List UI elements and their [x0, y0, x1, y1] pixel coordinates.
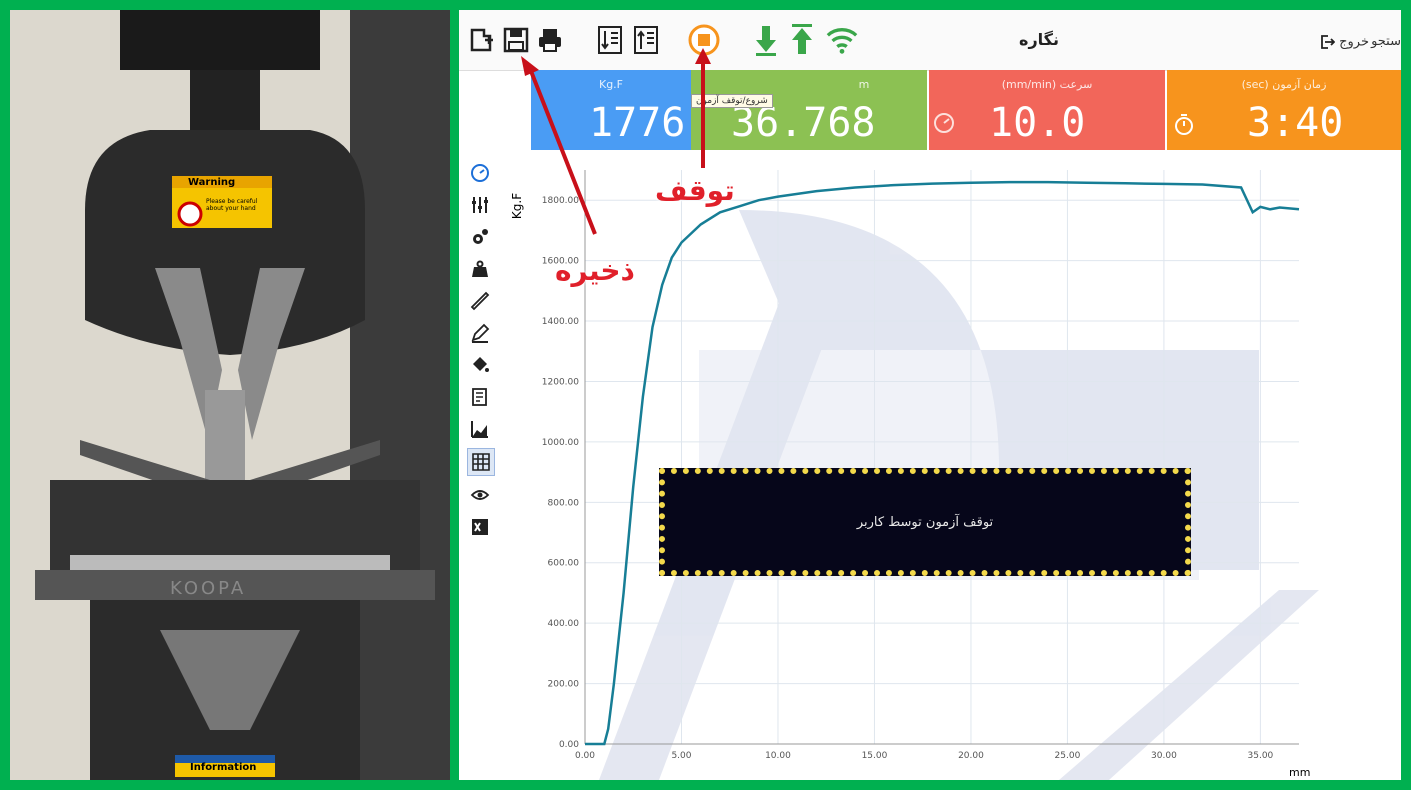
- sort-up-button[interactable]: [629, 20, 663, 60]
- info-label: Information: [190, 762, 257, 773]
- x-tick-label: 30.00: [1151, 751, 1177, 761]
- x-tick-label: 20.00: [958, 751, 984, 761]
- force-tile: Kg.F 1776: [531, 70, 691, 150]
- gears-icon: [473, 229, 488, 244]
- move-up-button[interactable]: [785, 20, 819, 60]
- area-chart-icon: [471, 421, 488, 438]
- paint-bucket-icon: [473, 357, 489, 372]
- start-stop-tooltip: شروع/توقف آزمون: [691, 94, 773, 108]
- speed-label: (mm/min) سرعت: [1001, 78, 1093, 91]
- search-button[interactable]: ستجو: [1371, 34, 1401, 49]
- y-tick-label: 1000.00: [542, 438, 579, 448]
- exit-label: خروج: [1339, 34, 1369, 50]
- sidebar-item-length-unit[interactable]: [467, 288, 493, 314]
- status-message: توقف آزمون توسط کاربر: [856, 514, 994, 530]
- stopwatch-icon: [1175, 114, 1193, 135]
- pen-icon: [471, 323, 490, 343]
- ruler-icon: [470, 291, 490, 311]
- sidebar-item-pen[interactable]: [467, 320, 493, 346]
- x-axis-label: mm: [1289, 766, 1310, 779]
- y-tick-label: 1600.00: [542, 257, 579, 267]
- x-tick-label: 25.00: [1055, 751, 1081, 761]
- time-label: (sec) زمان آزمون: [1241, 78, 1327, 91]
- sidebar-item-area-chart[interactable]: [467, 416, 493, 442]
- sidebar-item-grid[interactable]: [467, 448, 495, 476]
- speedometer-icon: [934, 113, 954, 133]
- y-tick-label: 200.00: [548, 680, 580, 690]
- force-label: Kg.F: [598, 78, 624, 91]
- y-tick-label: 400.00: [548, 619, 580, 629]
- sort-down-button[interactable]: [593, 20, 627, 60]
- sidebar-item-fill[interactable]: [467, 352, 493, 378]
- save-button[interactable]: [499, 20, 533, 60]
- eye-gear-icon: [470, 490, 490, 500]
- force-displacement-chart: 0.00 200.00 400.00 600.00 800.00 1000.00 1200.…: [499, 150, 1399, 780]
- exit-icon: [1321, 35, 1336, 49]
- time-value: 3:40: [1247, 100, 1344, 146]
- sort-down-icon: [598, 26, 622, 54]
- sidebar-item-report[interactable]: [467, 384, 493, 410]
- displacement-label: m: [858, 78, 870, 91]
- sidebar-item-gauge[interactable]: [467, 160, 493, 186]
- force-curve: [585, 180, 1300, 746]
- x-tick-label: 15.00: [862, 751, 888, 761]
- speed-value: 10.0: [989, 100, 1086, 146]
- status-dialog: توقف آزمون توسط کاربر: [659, 468, 1191, 576]
- brand-label: KOOPA: [170, 578, 247, 599]
- connection-button[interactable]: [825, 20, 859, 60]
- speed-tile: (mm/min) سرعت 10.0: [929, 70, 1165, 150]
- x-tick-label: 35.00: [1248, 751, 1274, 761]
- sliders-icon: [472, 197, 488, 213]
- toolbar: نگاره خروج ستجو: [459, 10, 1401, 71]
- report-icon: [472, 388, 487, 406]
- time-tile: (sec) زمان آزمون 3:40: [1167, 70, 1401, 150]
- move-down-button[interactable]: [749, 20, 783, 60]
- gauge-icon: [471, 164, 489, 182]
- exit-button[interactable]: خروج: [1319, 34, 1369, 50]
- chart-svg: 0.00 200.00 400.00 600.00 800.00 1000.00 1200.…: [510, 170, 1319, 780]
- sort-up-icon: [634, 26, 658, 54]
- sidebar-item-view[interactable]: [467, 482, 493, 508]
- sidebar-tools: [467, 160, 499, 560]
- wifi-icon: [826, 28, 858, 54]
- save-annotation: ذخیره: [555, 254, 635, 287]
- print-button[interactable]: [533, 20, 567, 60]
- y-axis-label: Kg.F: [510, 193, 524, 219]
- force-value: 1776: [589, 100, 686, 146]
- grid-icon: [472, 453, 490, 471]
- arrow-down-icon: [756, 26, 776, 56]
- y-tick-label: 0.00: [559, 740, 579, 750]
- y-tick-label: 1400.00: [542, 317, 579, 327]
- displacement-tile: m 36.768: [691, 70, 927, 150]
- software-window: نگاره خروج ستجو Kg.F 1776 m 36.768 (mm/m…: [459, 10, 1401, 780]
- x-tick-label: 0.00: [575, 751, 595, 761]
- y-tick-label: 1800.00: [542, 196, 579, 206]
- y-tick-label: 800.00: [548, 498, 580, 508]
- weight-icon: [472, 260, 488, 277]
- machine-photo: Warning Please be careful about your han…: [10, 10, 450, 780]
- new-test-button[interactable]: [465, 20, 499, 60]
- arrow-up-icon: [792, 24, 812, 54]
- window-title: نگاره: [1019, 30, 1059, 49]
- x-tick-label: 10.00: [765, 751, 791, 761]
- warning-label: Warning: [188, 177, 236, 188]
- sidebar-item-load-unit[interactable]: [467, 256, 493, 282]
- y-tick-label: 600.00: [548, 559, 580, 569]
- stop-icon: [688, 24, 720, 56]
- new-file-icon: [470, 28, 493, 52]
- x-tick-label: 5.00: [671, 751, 691, 761]
- y-tick-label: 1200.00: [542, 377, 579, 387]
- save-icon: [503, 27, 529, 53]
- excel-icon: [472, 519, 488, 535]
- sidebar-item-settings[interactable]: [467, 224, 493, 250]
- sidebar-item-excel[interactable]: [467, 514, 493, 540]
- start-stop-test-button[interactable]: [687, 20, 721, 60]
- stop-annotation: توقف: [655, 174, 735, 207]
- warning-text: Please be careful about your hand: [206, 198, 258, 212]
- sidebar-item-sliders[interactable]: [467, 192, 493, 218]
- printer-icon: [539, 29, 561, 52]
